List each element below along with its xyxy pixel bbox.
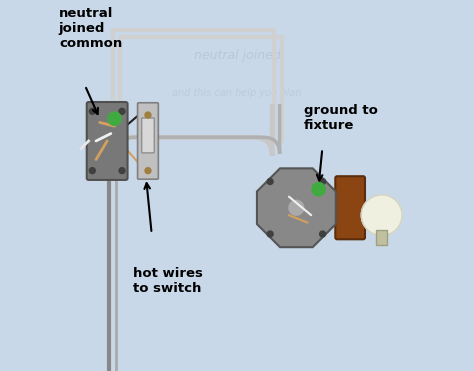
Polygon shape bbox=[257, 168, 336, 247]
Circle shape bbox=[319, 231, 326, 237]
Circle shape bbox=[119, 168, 125, 174]
Circle shape bbox=[108, 112, 121, 125]
FancyBboxPatch shape bbox=[335, 176, 365, 239]
Circle shape bbox=[89, 108, 95, 114]
Circle shape bbox=[361, 195, 402, 236]
Circle shape bbox=[267, 178, 273, 184]
Text: hot wires
to switch: hot wires to switch bbox=[133, 267, 203, 295]
Text: neutral joined: neutral joined bbox=[193, 49, 281, 62]
Text: ground to
fixture: ground to fixture bbox=[304, 104, 378, 132]
Circle shape bbox=[119, 108, 125, 114]
FancyBboxPatch shape bbox=[142, 118, 154, 153]
FancyBboxPatch shape bbox=[137, 103, 158, 179]
Circle shape bbox=[267, 231, 273, 237]
FancyBboxPatch shape bbox=[376, 230, 387, 245]
Circle shape bbox=[145, 112, 151, 118]
Text: neutral
joined
common: neutral joined common bbox=[59, 7, 122, 50]
Text: and this can help you plan: and this can help you plan bbox=[172, 88, 302, 98]
Circle shape bbox=[289, 200, 304, 215]
Circle shape bbox=[145, 168, 151, 174]
FancyBboxPatch shape bbox=[87, 102, 128, 180]
Circle shape bbox=[89, 168, 95, 174]
Circle shape bbox=[312, 183, 325, 196]
Circle shape bbox=[319, 178, 326, 184]
